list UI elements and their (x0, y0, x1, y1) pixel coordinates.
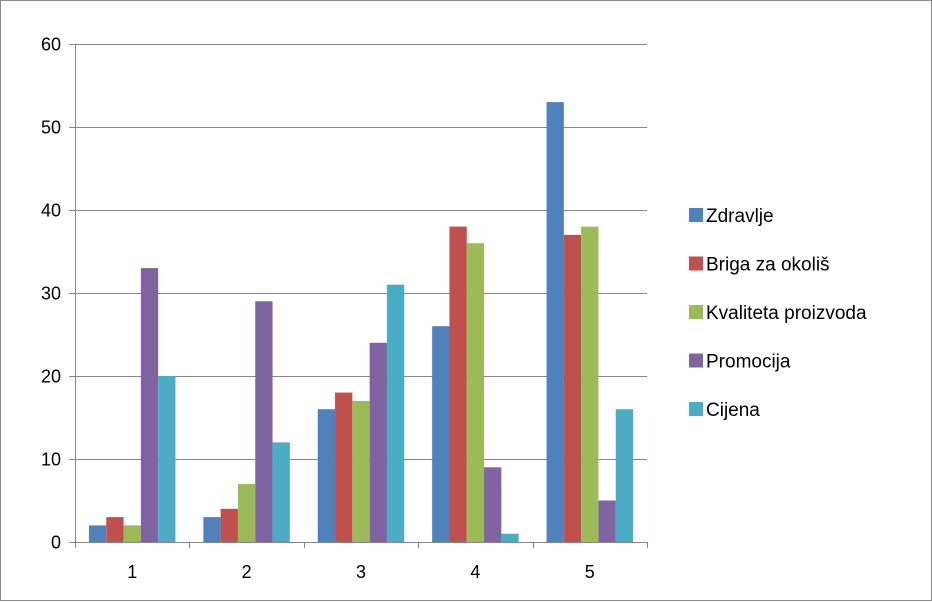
y-tick-label: 20 (41, 367, 61, 387)
y-tick-label: 60 (41, 35, 61, 55)
bar-kvaliteta-proizvoda-5 (581, 226, 599, 542)
bar-zdravlje-3 (317, 409, 336, 542)
bar-zdravlje-4 (432, 326, 450, 542)
legend-label: Briga za okoliš (706, 255, 830, 276)
x-tick-label: 2 (242, 562, 252, 582)
legend-swatch (689, 402, 703, 416)
bar-promocija-2 (255, 301, 273, 542)
legend-label: Promocija (706, 352, 791, 373)
bar-promocija-5 (598, 500, 616, 542)
legend-swatch (689, 305, 703, 319)
bars (88, 102, 634, 542)
legend-label: Kvaliteta proizvoda (706, 303, 867, 324)
legend-swatch (689, 353, 703, 368)
y-tick-label: 10 (41, 450, 61, 470)
bar-zdravlje-5 (546, 102, 564, 542)
x-axis-tick-labels: 1 2 3 4 5 (127, 562, 595, 582)
legend-swatch (689, 208, 703, 222)
x-tick-label: 4 (470, 562, 480, 582)
bar-promocija-1 (140, 268, 159, 542)
bar-kvaliteta-proizvoda-1 (123, 525, 141, 542)
y-tick-label: 50 (41, 118, 61, 138)
axes (69, 44, 648, 548)
legend-swatch (689, 256, 703, 271)
y-tick-label: 30 (41, 284, 61, 304)
bar-cijena-2 (272, 442, 290, 542)
bar-kvaliteta-proizvoda-2 (237, 483, 256, 542)
bar-briga-za-okoli--2 (220, 508, 238, 542)
y-tick-label: 40 (41, 201, 61, 221)
y-tick-label: 0 (51, 533, 61, 553)
bar-cijena-3 (386, 284, 405, 542)
y-axis-tick-labels: 0 10 20 30 40 50 60 (41, 35, 61, 553)
bar-cijena-4 (501, 533, 519, 542)
bar-promocija-4 (484, 467, 502, 542)
legend: Zdravlje Briga za okoliš Kvaliteta proizvo… (689, 206, 867, 421)
bar-kvaliteta-proizvoda-3 (352, 400, 370, 542)
bar-promocija-3 (369, 342, 387, 542)
bar-zdravlje-1 (88, 525, 107, 542)
bar-cijena-5 (615, 409, 634, 542)
bar-briga-za-okoli--1 (106, 517, 124, 542)
x-tick-label: 3 (356, 562, 366, 582)
x-tick-label: 1 (127, 562, 137, 582)
bar-kvaliteta-proizvoda-4 (466, 243, 485, 542)
bar-cijena-1 (158, 376, 176, 542)
bar-briga-za-okoli--4 (449, 226, 467, 542)
x-tick-label: 5 (585, 562, 595, 582)
bar-briga-za-okoli--3 (335, 392, 353, 542)
bar-briga-za-okoli--5 (563, 234, 582, 542)
legend-label: Cijena (706, 400, 760, 421)
legend-label: Zdravlje (706, 206, 774, 227)
bar-zdravlje-2 (203, 517, 221, 542)
